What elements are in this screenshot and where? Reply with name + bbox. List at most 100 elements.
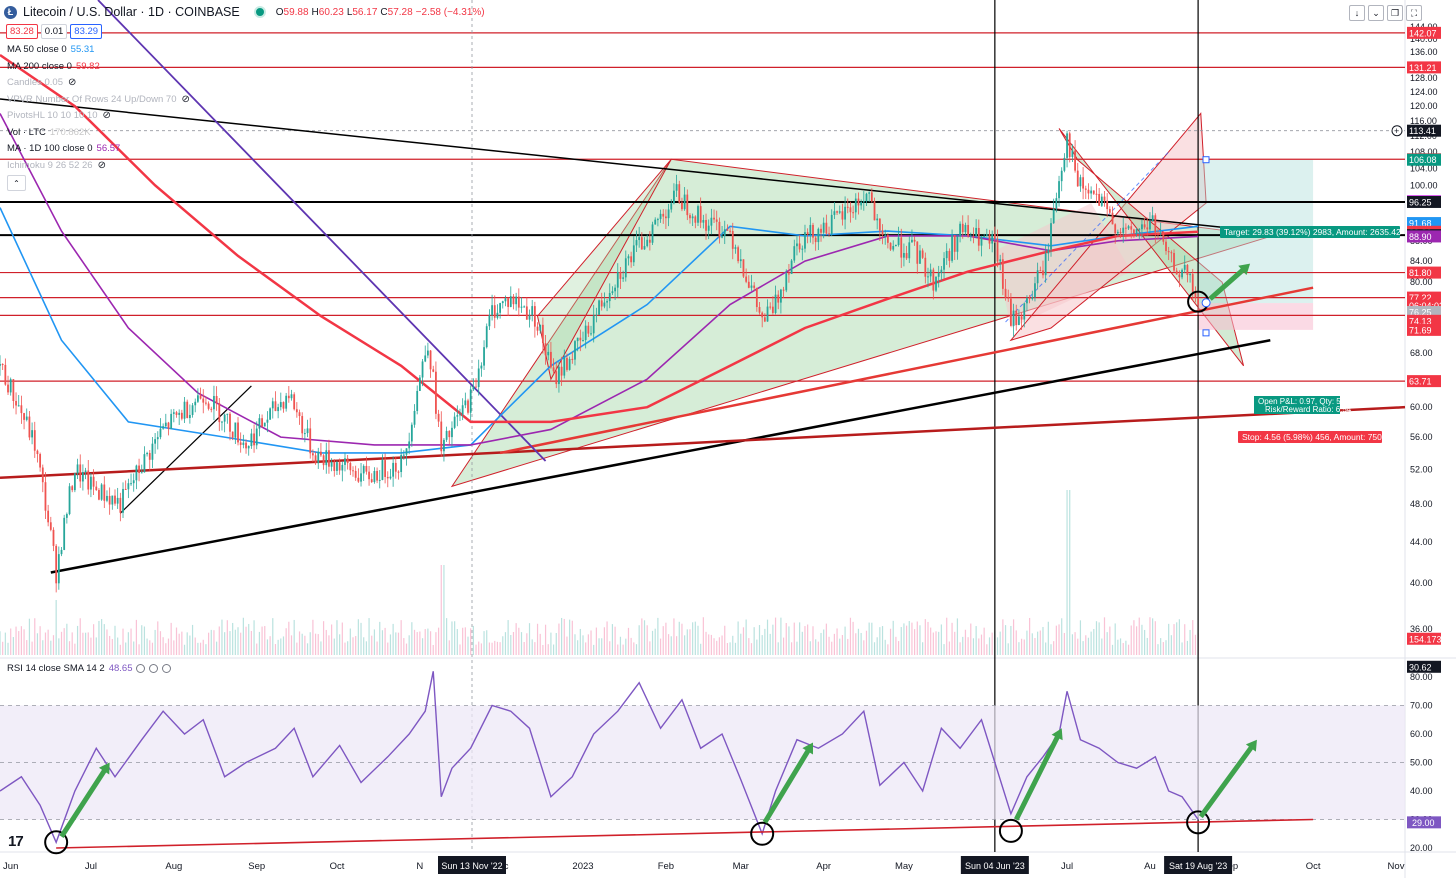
candle-body [148, 452, 151, 460]
price-tick-label: 120.00 [1410, 101, 1438, 111]
volume-bar [296, 642, 298, 655]
volume-bar [467, 636, 469, 655]
candle-body [1009, 298, 1012, 326]
candle-body [951, 235, 953, 261]
hidden-eye-icon[interactable]: ⊘ [97, 159, 106, 171]
volume-bar [748, 638, 750, 655]
collapse-legend-button[interactable]: ⌃ [7, 175, 26, 191]
candle-body [124, 488, 127, 490]
volume-bar [0, 631, 1, 655]
candle-body [1082, 177, 1085, 189]
volume-bar [1135, 626, 1138, 655]
settings-icon[interactable] [149, 664, 159, 673]
volume-bar [619, 636, 622, 655]
volume-bar [930, 627, 932, 655]
volume-bar [1130, 625, 1132, 655]
sell-price-button[interactable]: 83.28 [6, 24, 38, 39]
indicator-value: 170.862K [49, 126, 91, 138]
volume-bar [421, 638, 424, 655]
candle-body [737, 247, 740, 262]
candle-body [1159, 233, 1162, 235]
ohlc-key: L [346, 6, 353, 18]
candle-body [1173, 253, 1175, 271]
ohlc-value: 59.88 [283, 6, 309, 18]
buy-price-button[interactable]: 83.29 [70, 24, 103, 39]
volume-bars [0, 490, 1199, 655]
volume-bar [857, 628, 860, 655]
hidden-eye-icon[interactable]: ⊘ [67, 77, 77, 88]
candle-body [616, 271, 619, 288]
time-tick-label: Au [1144, 861, 1156, 872]
volume-bar [692, 622, 694, 655]
candle-body [897, 237, 900, 245]
ohlc-value: 57.28 [387, 6, 413, 18]
rsi-tick-label: 60.00 [1410, 729, 1433, 739]
candle-body [1189, 274, 1191, 276]
volume-bar [774, 617, 777, 655]
indicator-legend-item[interactable]: MA 50 close 0 55.31 [7, 44, 94, 56]
collapse-pane-icon[interactable]: ⌄ [1368, 5, 1384, 21]
source-icon[interactable] [162, 664, 172, 673]
volume-bar [1053, 641, 1055, 655]
volume-bar [633, 642, 635, 655]
indicator-legend-item[interactable]: Vol · LTC 170.862K [7, 127, 91, 139]
candle-body [964, 224, 967, 233]
candle-body [1194, 291, 1197, 298]
candle-body [215, 396, 218, 404]
indicator-name: MA 200 close 0 [7, 60, 72, 72]
candle-body [41, 467, 44, 483]
price-label-tag [1407, 230, 1441, 243]
volume-bar [373, 629, 376, 655]
indicator-legend-item[interactable]: MA 200 close 0 59.82 [7, 61, 100, 73]
trendline [97, 0, 547, 462]
restore-pane-icon[interactable]: ❐ [1387, 5, 1403, 21]
indicator-legend-item[interactable]: Ichimoku 9 26 52 26 ⊘ [7, 160, 106, 172]
candle-body [488, 315, 491, 327]
candle-body [92, 476, 95, 487]
candle-body [579, 337, 582, 341]
candle-body [937, 272, 940, 277]
indicator-legend-item[interactable]: Candles 0.05 ⊘ [7, 77, 76, 89]
price-label-text: 74.13 [1409, 316, 1432, 326]
candle-body [1028, 298, 1031, 300]
move-down-icon[interactable]: ↓ [1349, 5, 1365, 21]
candle-body [1197, 297, 1199, 305]
volume-bar [614, 626, 616, 655]
volume-bar [796, 641, 798, 655]
candle-body [822, 222, 825, 233]
candle-body [643, 246, 646, 250]
candle-body [1170, 252, 1173, 254]
volume-bar [651, 630, 654, 655]
candle-body [648, 239, 651, 243]
candle-body [1023, 303, 1026, 320]
volume-bar [159, 631, 162, 655]
visibility-icon[interactable] [136, 664, 146, 673]
volume-bar [1034, 638, 1036, 655]
volume-bar [248, 623, 250, 655]
candle-body [919, 250, 921, 264]
volume-bar [443, 565, 445, 655]
indicator-legend-item[interactable]: VPVR Number Of Rows 24 Up/Down 70 ⊘ [7, 94, 190, 106]
candle-body [1007, 297, 1010, 299]
candle-body [205, 402, 207, 404]
volume-bar [1141, 624, 1143, 655]
volume-bar [165, 643, 167, 655]
candle-body [769, 306, 772, 308]
candle-body [501, 301, 504, 304]
price-tick-label: 84.00 [1410, 256, 1433, 266]
volume-bar [111, 638, 113, 655]
maximize-pane-icon[interactable]: ⛶ [1406, 5, 1422, 21]
target-label-text: Target: 29.83 (39.12%) 2983, Amount: 263… [1224, 227, 1401, 237]
volume-bar [256, 643, 258, 655]
hidden-eye-icon[interactable]: ⊘ [181, 93, 190, 105]
indicator-legend-item[interactable]: MA · 1D 100 close 0 56.57 [7, 143, 120, 155]
candle-body [552, 367, 555, 372]
volume-bar [1184, 624, 1186, 655]
indicator-legend-item[interactable]: PivotsHL 10 10 10 10 ⊘ [7, 110, 111, 122]
volume-bar [400, 620, 402, 655]
candle-body [742, 259, 745, 277]
symbol-title[interactable]: Litecoin / U.S. Dollar · 1D · COINBASE [23, 5, 240, 19]
volume-bar [1192, 620, 1194, 655]
hidden-eye-icon[interactable]: ⊘ [102, 110, 111, 121]
